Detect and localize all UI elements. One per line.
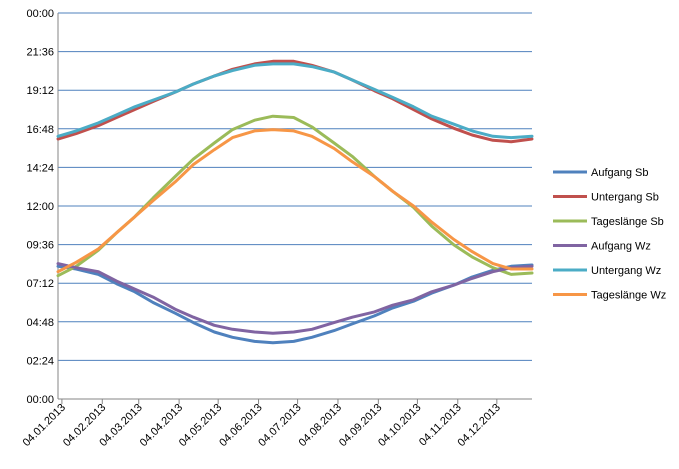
y-tick-label: 00:00	[26, 394, 54, 406]
x-tick-label: 04.12.2013	[456, 402, 503, 449]
y-tick-label: 07:12	[26, 278, 54, 290]
series-line-aufgang-wz	[56, 262, 534, 335]
y-tick-label: 09:36	[26, 240, 54, 252]
legend-label: Tageslänge Sb	[591, 216, 664, 228]
legend-label: Aufgang Sb	[591, 167, 649, 179]
series-line-untergang-wz	[56, 62, 534, 140]
y-tick-label: 00:00	[26, 8, 54, 20]
x-tick-label: 04.10.2013	[376, 402, 423, 449]
y-tick-label: 12:00	[26, 201, 54, 213]
legend-label: Untergang Sb	[591, 192, 659, 204]
y-tick-label: 02:24	[26, 355, 54, 367]
series-line-untergang-sb	[56, 59, 534, 144]
legend-label: Untergang Wz	[591, 265, 661, 277]
gridlines	[58, 12, 532, 361]
y-tick-label: 14:24	[26, 162, 54, 174]
x-axis-tick-labels: 04.01.201304.02.201304.03.201304.04.2013…	[21, 399, 503, 449]
series-line-tagesl-nge-wz	[56, 128, 534, 274]
x-tick-label: 04.05.2013	[177, 402, 224, 449]
legend-label: Tageslänge Wz	[591, 290, 666, 302]
x-tick-label: 04.07.2013	[256, 402, 303, 449]
x-tick-label: 04.01.2013	[21, 402, 68, 449]
y-axis-tick-labels: 00:00 02:24 04:48 07:12 09:36 12:00 14:24 16:48…	[26, 8, 54, 406]
series-lines	[56, 59, 534, 345]
legend-label: Aufgang Wz	[591, 241, 651, 253]
y-tick-label: 16:48	[26, 124, 54, 136]
x-tick-label: 04.08.2013	[297, 402, 344, 449]
legend: Aufgang Sb Untergang Sb Tageslänge Sb Aufga…	[553, 167, 666, 302]
series-line-tagesl-nge-sb	[56, 114, 534, 278]
y-tick-label: 21:36	[26, 47, 54, 59]
y-tick-label: 19:12	[26, 85, 54, 97]
y-tick-label: 04:48	[26, 317, 54, 329]
